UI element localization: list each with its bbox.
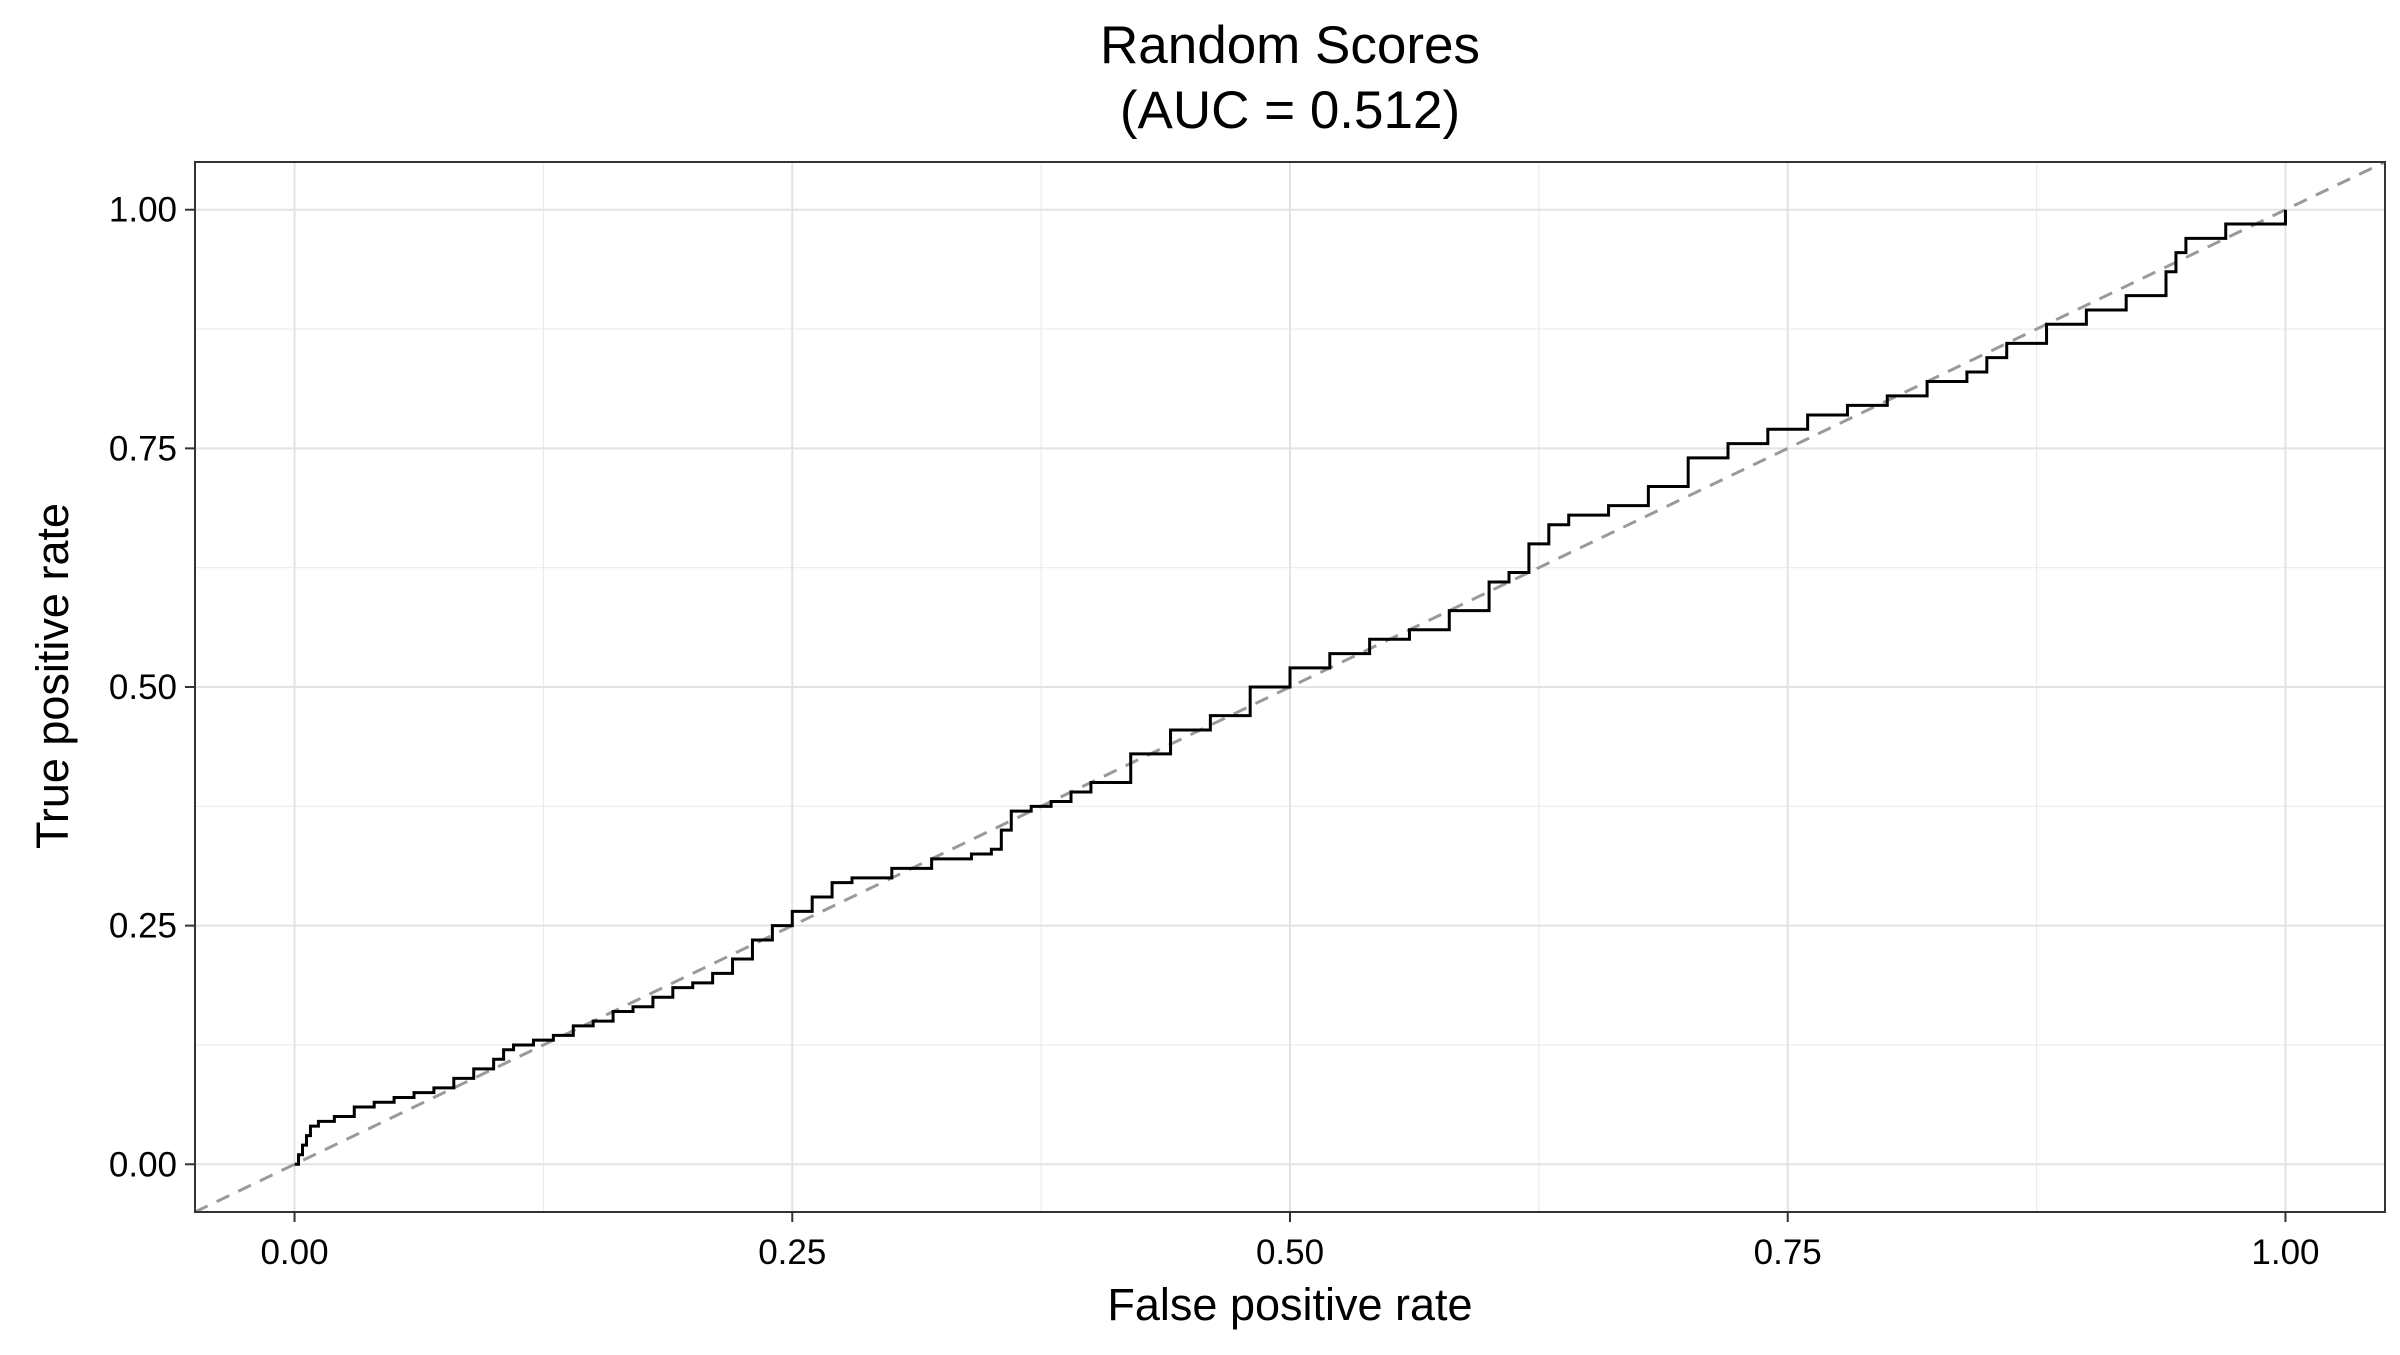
x-tick-label: 0.50	[1256, 1233, 1324, 1272]
y-tick-label: 0.00	[109, 1145, 177, 1184]
y-tick-label: 0.75	[109, 429, 177, 468]
x-axis-ticks: 0.00 0.25 0.50 0.75 1.00	[260, 1212, 2320, 1272]
chart-title: Random Scores	[1100, 16, 1480, 75]
x-axis-title: False positive rate	[1107, 1279, 1472, 1330]
y-axis-ticks: 0.00 0.25 0.50 0.75 1.00	[109, 191, 195, 1184]
chart-subtitle: (AUC = 0.512)	[1120, 81, 1460, 140]
major-gridlines	[195, 162, 2385, 1212]
y-tick-label: 0.25	[109, 907, 177, 946]
y-tick-label: 1.00	[109, 191, 177, 230]
x-tick-label: 0.00	[260, 1233, 328, 1272]
x-tick-label: 1.00	[2251, 1233, 2319, 1272]
y-tick-label: 0.50	[109, 668, 177, 707]
roc-curve-line	[294, 209, 2287, 1166]
y-axis-title: True positive rate	[27, 503, 78, 849]
x-tick-label: 0.25	[758, 1233, 826, 1272]
reference-diagonal-line	[194, 160, 2386, 1214]
x-tick-label: 0.75	[1754, 1233, 1822, 1272]
